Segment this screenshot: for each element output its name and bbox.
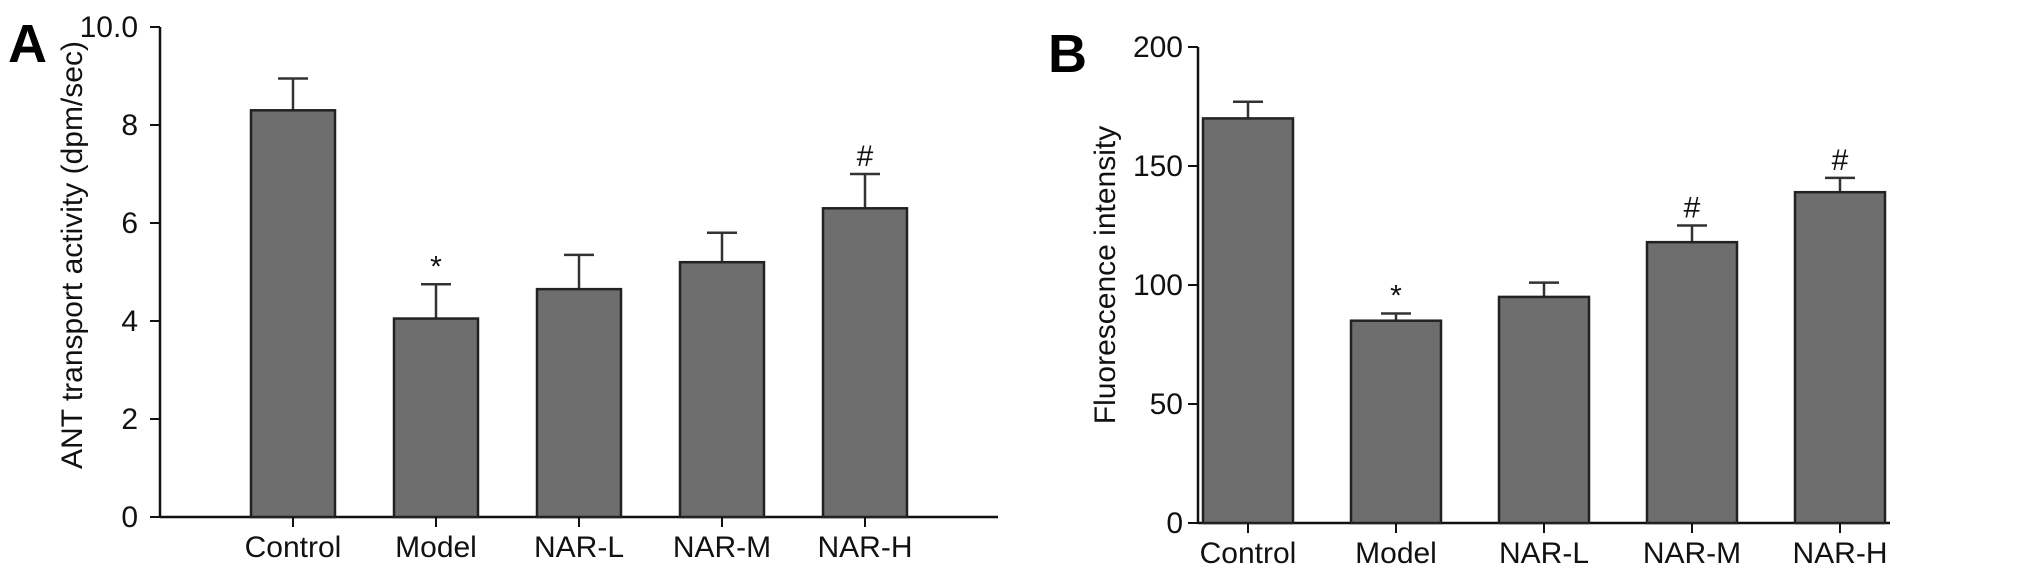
panel-a-y-tick-label: 6 — [121, 207, 138, 240]
panel-b-y-tick-label: 0 — [1166, 507, 1183, 540]
panel-b-category-label: NAR-H — [1793, 537, 1888, 570]
panel-a-y-tick-label: 0 — [121, 501, 138, 534]
panel-b-label: B — [1048, 24, 1087, 84]
panel-b-significance-mark: * — [1390, 280, 1402, 313]
panel-a-bar-nar-m — [678, 260, 766, 519]
panel-b-significance-mark: # — [1832, 144, 1849, 177]
panel-a-chart: A ANT transport activity (dpm/sec) 0 2 4 6 8 10… — [8, 11, 998, 564]
panel-a-bar-nar-h — [821, 207, 909, 519]
panel-a-y-tick-label: 4 — [121, 305, 138, 338]
panel-b-chart: B Fluorescence intensity 0 50 100 150 200 Contr… — [1048, 24, 1890, 570]
panel-a-category-label: NAR-M — [673, 531, 771, 564]
panel-b-category-label: NAR-M — [1643, 537, 1741, 570]
panel-a-significance-mark: * — [430, 250, 442, 283]
panel-b-bar-model — [1349, 319, 1443, 525]
panel-a-bar-control — [249, 109, 337, 519]
panel-b-bar-control — [1201, 117, 1295, 525]
panel-b-bar-nar-l — [1497, 295, 1591, 525]
panel-a-y-tick-label: 10.0 — [80, 11, 138, 44]
panel-b-bar-nar-m — [1645, 240, 1739, 525]
panel-a-category-label: NAR-H — [818, 531, 913, 564]
panel-b-y-axis-label: Fluorescence intensity — [1089, 126, 1122, 424]
panel-a-category-label: Control — [245, 531, 342, 564]
panel-a-y-tick-label: 8 — [121, 109, 138, 142]
panel-a-category-label: Model — [395, 531, 477, 564]
panel-b-bar-nar-h — [1793, 190, 1887, 525]
panel-a-label: A — [8, 14, 47, 74]
panel-b-y-tick-label: 50 — [1150, 388, 1183, 421]
panel-a-bar-nar-l — [535, 287, 623, 519]
panel-a-category-label: NAR-L — [534, 531, 624, 564]
panel-a-bar-model — [392, 317, 480, 519]
panel-a-y-tick-label: 2 — [121, 403, 138, 436]
panel-b-y-tick-label: 100 — [1133, 269, 1183, 302]
panel-b-category-label: NAR-L — [1499, 537, 1589, 570]
panel-b-y-tick-label: 150 — [1133, 150, 1183, 183]
panel-b-category-label: Model — [1355, 537, 1437, 570]
panel-b-category-label: Control — [1200, 537, 1297, 570]
panel-a-y-axis-label: ANT transport activity (dpm/sec) — [56, 41, 89, 469]
panel-b-significance-mark: # — [1684, 192, 1701, 225]
panel-a-significance-mark: # — [857, 140, 874, 173]
panel-b-y-tick-label: 200 — [1133, 31, 1183, 64]
